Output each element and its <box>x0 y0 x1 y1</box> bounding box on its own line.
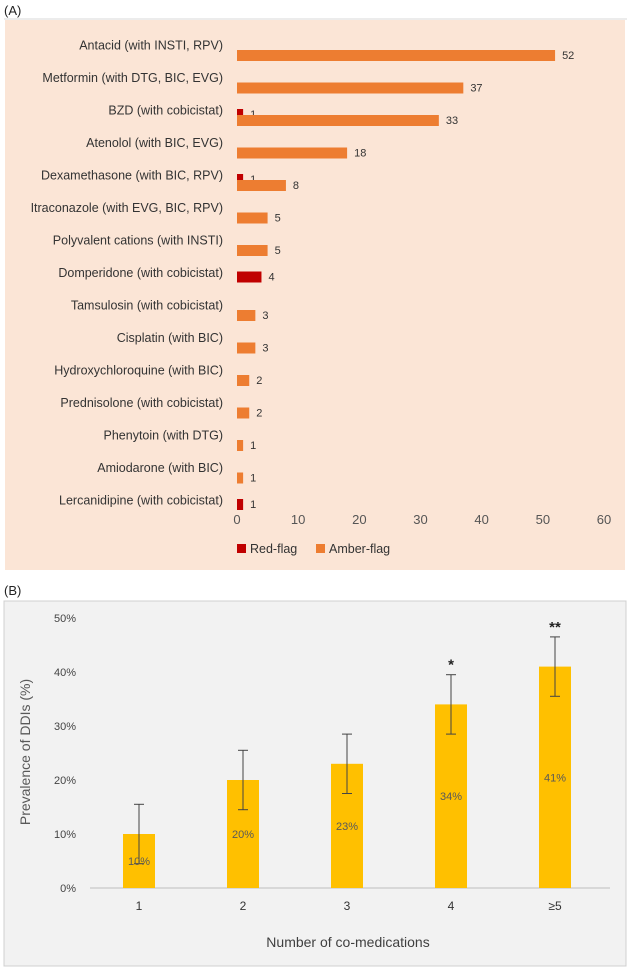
data-label: 41% <box>544 772 566 784</box>
panel-a-label: (A) <box>4 3 22 18</box>
category-label: Hydroxychloroquine (with BIC) <box>54 364 223 378</box>
legend-swatch-amber-flag <box>316 544 325 553</box>
amber-flag-bar <box>237 407 250 419</box>
y-axis-title: Prevalence of DDIs (%) <box>17 679 33 825</box>
data-label: 33 <box>446 115 458 127</box>
amber-flag-bar <box>237 245 268 256</box>
data-label: 34% <box>440 791 462 803</box>
category-label: Polyvalent cations (with INSTI) <box>53 234 223 248</box>
amber-flag-bar <box>237 440 244 451</box>
y-tick-label: 30% <box>54 721 76 733</box>
data-label: 5 <box>275 245 281 257</box>
x-axis-title: Number of co-medications <box>266 934 429 950</box>
amber-flag-bar <box>237 180 286 191</box>
x-tick-label: 60 <box>597 512 611 527</box>
panel-a-background <box>5 20 625 570</box>
amber-flag-bar <box>237 212 268 224</box>
red-flag-bar <box>237 174 244 185</box>
category-label: Amiodarone (with BIC) <box>97 461 223 475</box>
data-label: 23% <box>336 821 358 833</box>
category-label: Atenolol (with BIC, EVG) <box>86 136 223 150</box>
amber-flag-bar <box>237 375 250 386</box>
category-label: BZD (with cobicistat) <box>108 104 223 118</box>
x-tick-label: 20 <box>352 512 366 527</box>
panel-b-background <box>3 600 627 967</box>
amber-flag-bar <box>237 115 439 126</box>
category-label: Domperidone (with cobicistat) <box>58 266 223 280</box>
x-tick-label: 30 <box>413 512 427 527</box>
panel-b-label: (B) <box>4 583 22 598</box>
data-label: 8 <box>293 180 299 192</box>
category-label: Phenytoin (with DTG) <box>104 429 223 443</box>
legend-label-red-flag: Red-flag <box>250 542 297 556</box>
category-label: Cisplatin (with BIC) <box>117 331 223 345</box>
y-tick-label: 20% <box>54 775 76 787</box>
x-tick-label: 1 <box>136 899 143 913</box>
category-label: Antacid (with INSTI, RPV) <box>79 39 223 53</box>
x-tick-label: 3 <box>344 899 351 913</box>
red-flag-bar <box>237 271 262 283</box>
data-label: 2 <box>256 408 262 420</box>
data-label: 37 <box>470 83 482 95</box>
red-flag-bar <box>237 109 244 120</box>
category-label: Prednisolone (with cobicistat) <box>60 396 223 410</box>
amber-flag-bar <box>237 310 256 321</box>
red-flag-bar <box>237 499 244 510</box>
category-label: Tamsulosin (with cobicistat) <box>71 299 223 313</box>
x-tick-label: 50 <box>536 512 550 527</box>
data-label: 3 <box>262 343 268 355</box>
data-label: 10% <box>128 856 150 868</box>
category-label: Dexamethasone (with BIC, RPV) <box>41 169 223 183</box>
category-label: Lercanidipine (with cobicistat) <box>59 494 223 508</box>
x-tick-label: 0 <box>233 512 240 527</box>
x-tick-label: 10 <box>291 512 305 527</box>
data-label: 20% <box>232 829 254 841</box>
data-label: 1 <box>250 473 256 485</box>
bar <box>539 666 571 888</box>
data-label: 5 <box>275 213 281 225</box>
x-tick-label: 2 <box>240 899 247 913</box>
legend-swatch-red-flag <box>237 544 246 553</box>
amber-flag-bar <box>237 50 556 61</box>
bar <box>435 704 467 888</box>
y-tick-label: 40% <box>54 667 76 679</box>
significance-marker: * <box>448 657 454 674</box>
y-tick-label: 0% <box>60 883 76 895</box>
data-label: 2 <box>256 375 262 387</box>
data-label: 4 <box>268 272 274 284</box>
legend-label-amber-flag: Amber-flag <box>329 542 390 556</box>
data-label: 1 <box>250 499 256 511</box>
data-label: 1 <box>250 440 256 452</box>
y-tick-label: 10% <box>54 829 76 841</box>
amber-flag-bar <box>237 147 348 159</box>
category-label: Metformin (with DTG, BIC, EVG) <box>42 71 223 85</box>
significance-marker: ** <box>549 619 561 636</box>
x-tick-label: 40 <box>474 512 488 527</box>
y-tick-label: 50% <box>54 613 76 625</box>
amber-flag-bar <box>237 82 464 94</box>
category-label: Itraconazole (with EVG, BIC, RPV) <box>31 201 223 215</box>
amber-flag-bar <box>237 342 256 354</box>
data-label: 52 <box>562 50 574 62</box>
amber-flag-bar <box>237 472 244 484</box>
data-label: 18 <box>354 148 366 160</box>
data-label: 3 <box>262 310 268 322</box>
x-tick-label: 4 <box>448 899 455 913</box>
x-tick-label: ≥5 <box>548 899 562 913</box>
